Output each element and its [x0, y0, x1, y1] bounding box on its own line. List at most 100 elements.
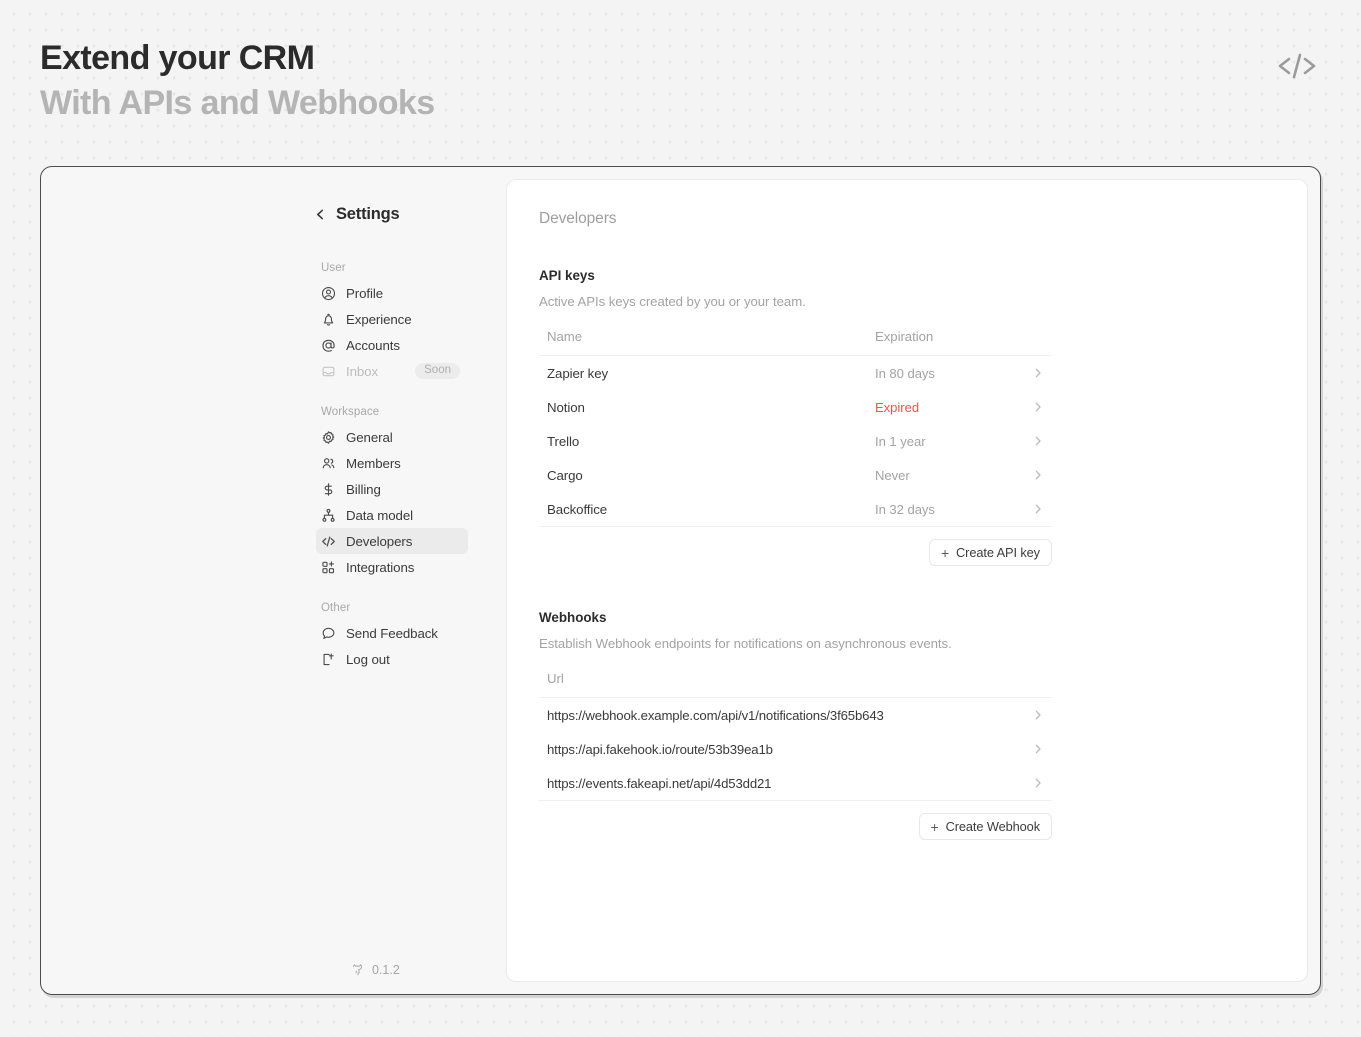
settings-title: Settings — [336, 205, 400, 223]
chevron-right-icon — [1032, 469, 1044, 481]
api-key-name: Trello — [547, 433, 580, 449]
sidebar-item-label: Inbox — [346, 363, 379, 379]
sidebar-item-inbox[interactable]: Inbox Soon — [316, 358, 468, 384]
sidebar-item-general[interactable]: General — [316, 424, 468, 450]
api-key-name: Notion — [547, 399, 585, 415]
webhooks-section: Webhooks Establish Webhook endpoints for… — [539, 610, 1052, 840]
create-api-key-button[interactable]: + Create API key — [928, 539, 1052, 566]
plus-icon: + — [940, 544, 950, 561]
api-keys-footer: + Create API key — [539, 526, 1052, 566]
sidebar-item-label: Data model — [346, 507, 413, 523]
column-header-url: Url — [547, 671, 564, 686]
settings-sidebar: Settings User Profile — [41, 167, 506, 994]
sidebar-item-label: Send Feedback — [346, 625, 438, 641]
hierarchy-icon — [321, 508, 336, 523]
app-version-label: 0.1.2 — [372, 963, 400, 977]
chevron-left-icon — [314, 208, 327, 221]
sidebar-item-label: Experience — [346, 311, 412, 327]
table-row[interactable]: Cargo Never — [539, 458, 1052, 492]
table-row[interactable]: Notion Expired — [539, 390, 1052, 424]
sidebar-item-send-feedback[interactable]: Send Feedback — [316, 620, 468, 646]
sidebar-item-accounts[interactable]: Accounts — [316, 332, 468, 358]
status-badge: Soon — [415, 362, 460, 380]
chat-bubble-icon — [321, 626, 336, 641]
sidebar-item-billing[interactable]: Billing — [316, 476, 468, 502]
settings-back-header[interactable]: Settings — [314, 205, 468, 224]
api-key-name: Cargo — [547, 467, 583, 483]
sidebar-item-data-model[interactable]: Data model — [316, 502, 468, 528]
sidebar-item-label: Log out — [346, 651, 390, 667]
api-key-expiration: Expired — [875, 399, 920, 415]
webhook-url: https://events.fakeapi.net/api/4d53dd21 — [547, 775, 772, 791]
column-header-expiration: Expiration — [875, 329, 934, 344]
chevron-right-icon — [1032, 367, 1044, 379]
api-key-name: Zapier key — [547, 365, 609, 381]
api-keys-section: API keys Active APIs keys created by you… — [539, 268, 1052, 566]
gear-icon — [321, 430, 336, 445]
table-row[interactable]: Backoffice In 32 days — [539, 492, 1052, 526]
app-version: 0.1.2 — [351, 963, 400, 977]
sidebar-item-label: General — [346, 429, 393, 445]
sidebar-item-integrations[interactable]: Integrations — [316, 554, 468, 580]
sidebar-item-members[interactable]: Members — [316, 450, 468, 476]
nav-group-label-workspace: Workspace — [321, 406, 380, 418]
webhooks-title: Webhooks — [539, 610, 607, 625]
table-row[interactable]: https://webhook.example.com/api/v1/notif… — [539, 698, 1052, 732]
page-title: Extend your CRM — [40, 39, 315, 77]
sidebar-item-label: Integrations — [346, 559, 415, 575]
table-row[interactable]: https://events.fakeapi.net/api/4d53dd21 — [539, 766, 1052, 800]
at-sign-icon — [321, 338, 336, 353]
nav-group-label-user: User — [321, 262, 346, 274]
api-key-expiration: In 32 days — [875, 501, 935, 517]
developers-panel: Developers API keys Active APIs keys cre… — [506, 179, 1308, 982]
inbox-icon — [321, 364, 336, 379]
chevron-right-icon — [1032, 435, 1044, 447]
users-icon — [321, 456, 336, 471]
api-key-expiration: In 1 year — [875, 433, 926, 449]
sidebar-item-profile[interactable]: Profile — [316, 280, 468, 306]
nav-group-label-other: Other — [321, 602, 351, 614]
chevron-right-icon — [1032, 777, 1044, 789]
api-keys-title: API keys — [539, 268, 595, 283]
dollar-icon — [321, 482, 336, 497]
code-icon — [321, 534, 336, 549]
sidebar-item-experience[interactable]: Experience — [316, 306, 468, 332]
sidebar-item-label: Billing — [346, 481, 381, 497]
table-row[interactable]: Zapier key In 80 days — [539, 356, 1052, 390]
sidebar-item-log-out[interactable]: Log out — [316, 646, 468, 672]
create-webhook-label: Create Webhook — [945, 819, 1041, 834]
create-webhook-button[interactable]: + Create Webhook — [918, 813, 1052, 840]
table-header-row: Name Expiration — [539, 329, 1052, 356]
chevron-right-icon — [1032, 401, 1044, 413]
grid-plus-icon — [321, 560, 336, 575]
panel-title: Developers — [539, 210, 617, 227]
sidebar-item-label: Members — [346, 455, 401, 471]
page-subtitle: With APIs and Webhooks — [40, 83, 435, 122]
nav-group-workspace: Workspace General — [316, 406, 468, 580]
table-row[interactable]: https://api.fakehook.io/route/53b39ea1b — [539, 732, 1052, 766]
webhooks-table: Url https://webhook.example.com/api/v1/n… — [539, 671, 1052, 840]
sidebar-item-label: Profile — [346, 285, 383, 301]
nav-group-other: Other Send Feedback — [316, 602, 468, 672]
webhook-url: https://webhook.example.com/api/v1/notif… — [547, 707, 884, 723]
webhook-url: https://api.fakehook.io/route/53b39ea1b — [547, 741, 773, 757]
api-key-expiration: In 80 days — [875, 365, 935, 381]
table-row[interactable]: Trello In 1 year — [539, 424, 1052, 458]
nav-group-user: User Profile — [316, 262, 468, 384]
create-api-key-label: Create API key — [956, 545, 1040, 560]
webhooks-footer: + Create Webhook — [539, 800, 1052, 840]
sidebar-item-label: Accounts — [346, 337, 400, 353]
api-key-name: Backoffice — [547, 501, 608, 517]
app-window: Settings User Profile — [40, 166, 1321, 995]
chevron-right-icon — [1032, 743, 1044, 755]
plus-icon: + — [930, 818, 939, 835]
sidebar-item-developers[interactable]: Developers — [316, 528, 468, 554]
user-circle-icon — [321, 286, 336, 301]
api-key-expiration: Never — [875, 467, 910, 483]
column-header-name: Name — [547, 329, 582, 344]
logout-icon — [321, 652, 336, 667]
table-header-row: Url — [539, 671, 1052, 698]
section-spacer — [539, 566, 1307, 610]
hero-header: Extend your CRM With APIs and Webhooks — [40, 36, 740, 126]
chevron-right-icon — [1032, 709, 1044, 721]
